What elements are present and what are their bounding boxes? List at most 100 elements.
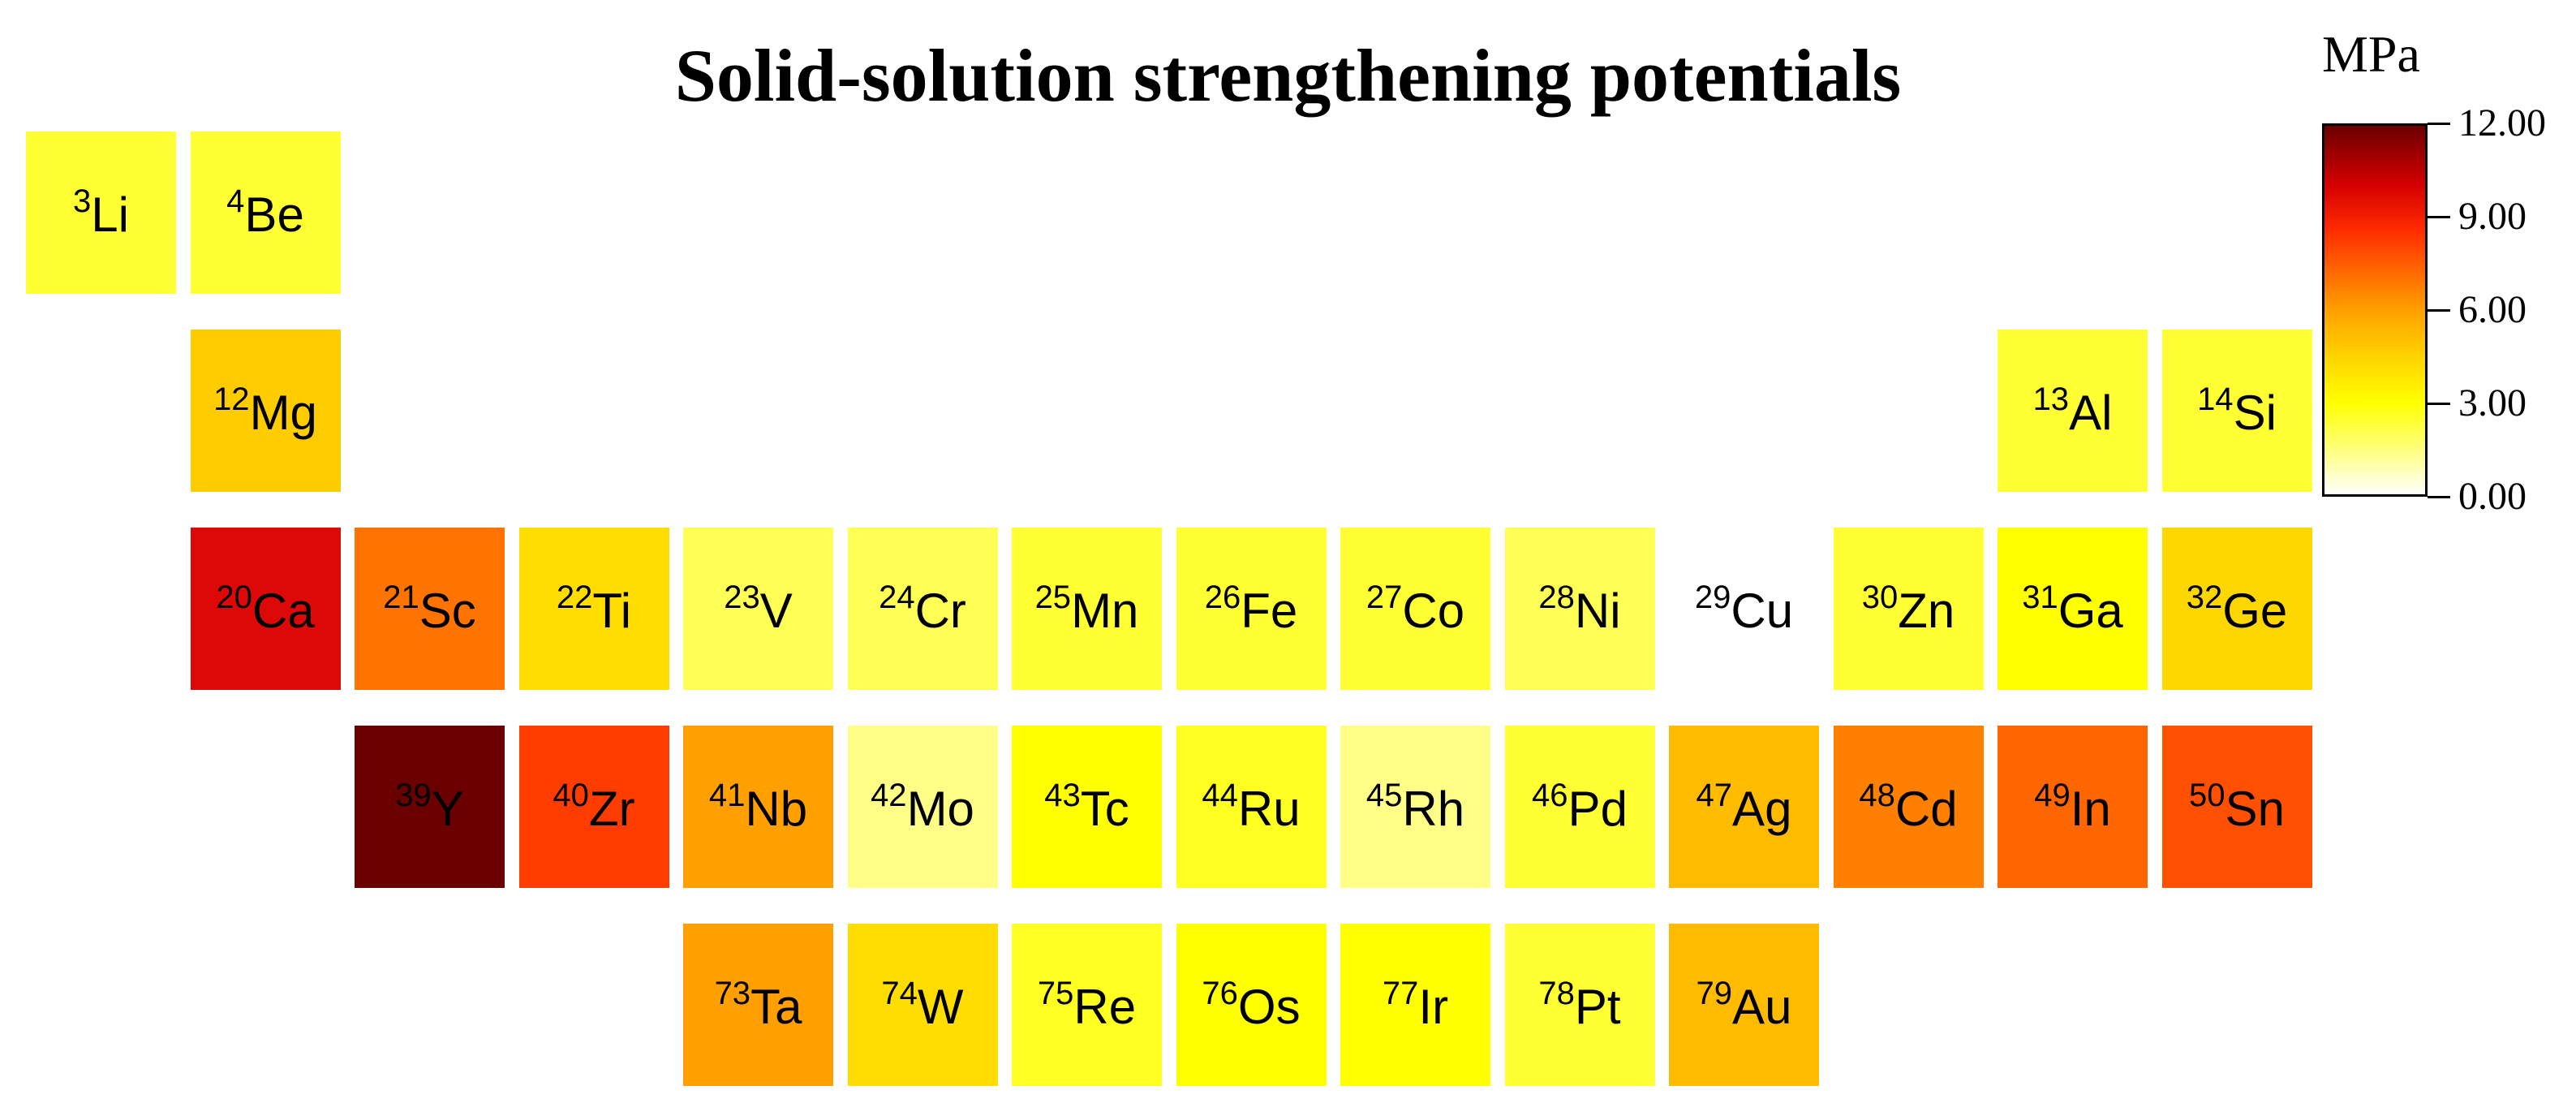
element-tile-ir: 77Ir [1340, 924, 1490, 1086]
element-tile-in: 49In [1998, 726, 2148, 888]
element-symbol: Sc [419, 583, 476, 638]
atomic-number: 30 [1861, 579, 1899, 615]
element-tile-al: 13Al [1998, 330, 2148, 492]
element-tile-ni: 28Ni [1504, 528, 1655, 690]
element-tile-si: 14Si [2161, 330, 2312, 492]
element-tile-cr: 24Cr [847, 528, 998, 690]
element-tile-ta: 73Ta [683, 924, 833, 1086]
atomic-number: 26 [1204, 579, 1241, 615]
element-tile-ge: 32Ge [2161, 528, 2312, 690]
atomic-number: 45 [1365, 777, 1403, 813]
element-tile-sc: 21Sc [355, 528, 505, 690]
atomic-number: 13 [2032, 381, 2070, 417]
element-symbol: Os [1237, 979, 1301, 1034]
colorbar-unit-label: MPa [2322, 25, 2420, 83]
colorbar-tick-label: 12.00 [2458, 101, 2546, 144]
colorbar-tick [2428, 122, 2450, 125]
element-tile-mg: 12Mg [190, 330, 341, 492]
atomic-number: 78 [1538, 975, 1575, 1011]
atomic-number: 76 [1202, 975, 1238, 1011]
element-symbol: Mg [249, 385, 317, 440]
element-tile-re: 75Re [1012, 924, 1162, 1086]
element-tile-ag: 47Ag [1669, 726, 1819, 888]
element-tile-au: 79Au [1669, 924, 1819, 1086]
element-symbol: Tc [1080, 781, 1129, 836]
element-tile-tc: 43Tc [1012, 726, 1162, 888]
element-symbol: Al [2069, 385, 2113, 440]
atomic-number: 46 [1532, 777, 1568, 813]
element-tile-pd: 46Pd [1504, 726, 1655, 888]
element-symbol: Ir [1418, 979, 1449, 1034]
colorbar-tick [2428, 215, 2450, 218]
element-symbol: Li [91, 187, 129, 242]
element-tile-ti: 22Ti [518, 528, 669, 690]
element-symbol: Co [1402, 583, 1465, 638]
element-symbol: Cr [914, 583, 966, 638]
element-tile-ru: 44Ru [1176, 726, 1327, 888]
element-symbol: Rh [1402, 781, 1465, 836]
element-symbol: Ti [592, 583, 632, 638]
element-symbol: W [917, 979, 964, 1034]
element-symbol: Y [431, 781, 464, 836]
colorbar-tick-label: 0.00 [2458, 475, 2527, 518]
colorbar-tick-label: 9.00 [2458, 195, 2527, 238]
atomic-number: 23 [724, 579, 760, 615]
element-symbol: Ta [750, 979, 802, 1034]
atomic-number: 20 [216, 579, 252, 615]
element-symbol: Pt [1574, 979, 1621, 1034]
element-symbol: Mn [1071, 583, 1139, 638]
element-tile-zn: 30Zn [1833, 528, 1984, 690]
element-tile-rh: 45Rh [1340, 726, 1490, 888]
element-symbol: Ag [1732, 781, 1792, 836]
atomic-number: 48 [1859, 777, 1895, 813]
element-tile-ga: 31Ga [1998, 528, 2148, 690]
colorbar [2322, 123, 2428, 497]
atomic-number: 28 [1538, 579, 1575, 615]
element-symbol: Fe [1241, 583, 1298, 638]
element-tile-mn: 25Mn [1012, 528, 1162, 690]
atomic-number: 12 [213, 381, 250, 417]
element-symbol: Pd [1568, 781, 1628, 836]
atomic-number: 41 [708, 777, 746, 813]
element-tile-mo: 42Mo [847, 726, 998, 888]
atomic-number: 22 [556, 579, 593, 615]
element-tile-fe: 26Fe [1176, 528, 1327, 690]
element-tile-ca: 20Ca [190, 528, 341, 690]
element-symbol: Cu [1731, 583, 1794, 638]
element-symbol: Re [1073, 979, 1137, 1034]
atomic-number: 49 [2034, 777, 2071, 813]
element-tile-be: 4Be [190, 131, 341, 294]
atomic-number: 14 [2197, 381, 2234, 417]
element-symbol: Ca [252, 583, 315, 638]
atomic-number: 74 [881, 975, 918, 1011]
colorbar-tick [2428, 308, 2450, 312]
atomic-number: 31 [2022, 579, 2058, 615]
colorbar-tick-label: 6.00 [2458, 288, 2527, 331]
element-symbol: Si [2233, 385, 2277, 440]
element-symbol: Zr [588, 781, 635, 836]
element-symbol: Ru [1237, 781, 1301, 836]
colorbar-tick-label: 3.00 [2458, 381, 2527, 424]
element-tile-os: 76Os [1176, 924, 1327, 1086]
element-symbol: V [759, 583, 793, 638]
colorbar-tick [2428, 495, 2450, 498]
atomic-number: 3 [73, 183, 92, 219]
atomic-number: 27 [1365, 579, 1403, 615]
element-symbol: Ge [2222, 583, 2288, 638]
atomic-number: 4 [226, 183, 245, 219]
atomic-number: 77 [1382, 975, 1419, 1011]
element-symbol: Ni [1574, 583, 1621, 638]
element-symbol: Ga [2058, 583, 2123, 638]
atomic-number: 25 [1034, 579, 1072, 615]
atomic-number: 43 [1044, 777, 1081, 813]
atomic-number: 44 [1202, 777, 1238, 813]
element-symbol: Be [244, 187, 304, 242]
colorbar-tick [2428, 402, 2450, 405]
atomic-number: 40 [553, 777, 589, 813]
atomic-number: 39 [395, 777, 432, 813]
element-tile-nb: 41Nb [683, 726, 833, 888]
element-tile-zr: 40Zr [518, 726, 669, 888]
atomic-number: 24 [879, 579, 915, 615]
element-symbol: Cd [1894, 781, 1958, 836]
